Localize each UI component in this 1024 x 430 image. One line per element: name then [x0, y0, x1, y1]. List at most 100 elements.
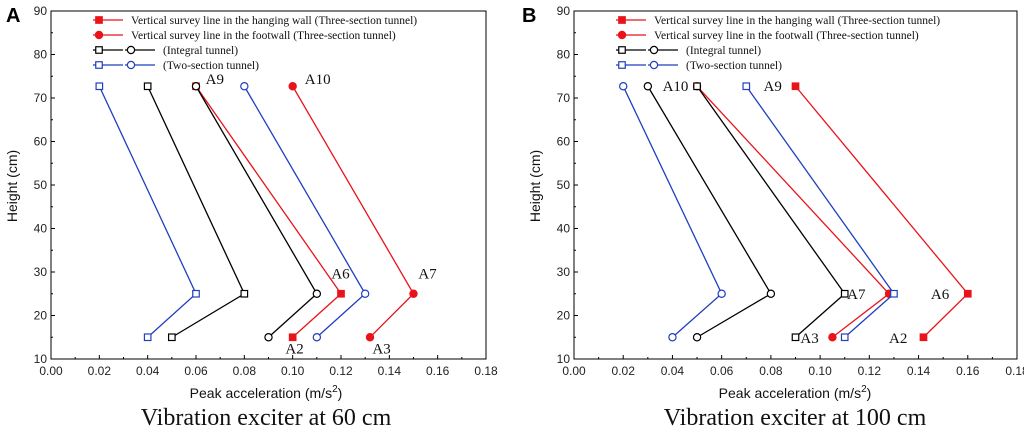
x-tick-label: 0.06: [184, 364, 208, 378]
legend-swatch-marker: [649, 60, 659, 70]
x-tick-label: 0.04: [136, 364, 160, 378]
x-tick-labels-b: 0.00 0.02 0.04 0.06 0.08 0.10 0.12 0.14 0.16 0.18: [562, 364, 1024, 378]
legend-swatch-marker: [95, 61, 103, 69]
data-point: [963, 289, 972, 298]
legend-swatch-marker: [618, 61, 626, 69]
data-point: [365, 333, 375, 342]
data-point: [919, 333, 928, 342]
data-point: [360, 289, 370, 298]
caption-b: Vibration exciter at 100 cm: [664, 405, 927, 430]
series-line: [243, 85, 366, 338]
x-axis-title-end-b: ): [867, 385, 872, 401]
data-point: [668, 333, 677, 342]
plot-area-a: A9 A10 A6 A7 A2 A3 Vertical survey line in the…: [50, 10, 487, 360]
x-tick-label: 0.14: [907, 364, 931, 378]
data-point: [192, 289, 200, 298]
legend-entry-text: (Two-section tunnel): [163, 60, 259, 72]
plot-frame-b: [573, 10, 1018, 360]
x-tick-label: 0.16: [956, 364, 980, 378]
series-5: [742, 82, 898, 342]
series-5: [95, 82, 200, 342]
x-tick-label: 0.16: [426, 364, 450, 378]
data-point: [643, 82, 653, 91]
x-axis-title-main-b: Peak acceleration (m/s: [719, 385, 861, 401]
point-label-a3: A3: [800, 331, 818, 347]
series-line: [696, 85, 846, 338]
point-label-a9: A9: [206, 72, 224, 88]
data-point: [312, 289, 322, 298]
y-tick-labels-b: 10 20 30 40 50 60 70 80 90: [557, 4, 571, 366]
point-label-a6: A6: [331, 267, 350, 283]
data-point: [791, 333, 800, 342]
point-label-a3: A3: [372, 341, 390, 357]
x-tick-label: 0.02: [88, 364, 112, 378]
x-axis-title-sup-a: 2: [332, 384, 338, 395]
legend-entry-text: Vertical survey line in the footwall (Th…: [654, 30, 919, 42]
series-3: [143, 82, 249, 342]
legend-swatch-marker: [95, 46, 103, 54]
y-tick-label: 20: [34, 309, 48, 323]
data-point: [693, 82, 701, 91]
point-label-a7: A7: [847, 287, 866, 303]
data-point: [240, 289, 249, 298]
series-2: [288, 82, 418, 342]
data-point: [840, 333, 849, 342]
legend-swatch-marker: [618, 46, 626, 54]
x-tick-label: 0.18: [474, 364, 498, 378]
y-tick-label: 50: [34, 178, 48, 192]
x-axis-title-end-a: ): [338, 385, 343, 401]
point-label-a10: A10: [663, 79, 689, 95]
series-3: [693, 82, 849, 342]
data-point: [791, 82, 800, 91]
legend-swatch-marker: [126, 45, 136, 55]
legend-swatch-marker: [94, 30, 104, 40]
legend-swatch-marker: [617, 30, 627, 40]
data-point: [240, 82, 249, 91]
series-line: [647, 85, 772, 338]
legend-entry-text: (Two-section tunnel): [686, 60, 782, 72]
point-label-a2: A2: [889, 331, 907, 347]
x-tick-label: 0.00: [39, 364, 63, 378]
y-tick-label: 90: [34, 4, 48, 18]
x-axis-title-b: Peak acceleration (m/s2): [719, 384, 872, 401]
legend-entry-text: (Integral tunnel): [163, 45, 238, 57]
data-point: [619, 82, 628, 91]
series-6: [240, 82, 370, 342]
data-point: [840, 289, 849, 298]
y-tick-label: 10: [34, 352, 48, 366]
point-label-a10: A10: [305, 72, 331, 88]
data-point: [337, 289, 345, 298]
x-tick-label: 0.10: [281, 364, 305, 378]
x-tick-labels-a: 0.00 0.02 0.04 0.06 0.08 0.10 0.12 0.14 0.16 0.18: [39, 364, 498, 378]
legend-entry-text: (Integral tunnel): [686, 45, 761, 57]
y-axis-title-b: Height (cm): [527, 150, 543, 222]
series-4: [643, 82, 776, 342]
y-tick-label: 90: [557, 4, 571, 18]
y-tick-label: 20: [557, 309, 571, 323]
legend-swatch-marker: [618, 16, 626, 24]
legend-swatch-marker: [126, 60, 136, 70]
caption-a: Vibration exciter at 60 cm: [141, 405, 392, 430]
x-tick-label: 0.00: [562, 364, 586, 378]
x-tick-label: 0.12: [329, 364, 353, 378]
x-tick-label: 0.06: [710, 364, 734, 378]
y-tick-label: 70: [34, 91, 48, 105]
data-point: [828, 333, 837, 342]
legend-swatch-marker: [649, 45, 659, 55]
data-point: [264, 333, 273, 342]
y-tick-label: 30: [557, 265, 571, 279]
y-tick-label: 70: [557, 91, 571, 105]
y-tick-label: 30: [34, 265, 48, 279]
legend-entry-text: Vertical survey line in the footwall (Th…: [131, 30, 396, 42]
data-point: [143, 82, 152, 91]
x-tick-label: 0.12: [858, 364, 882, 378]
x-tick-label: 0.10: [808, 364, 832, 378]
y-tick-label: 10: [557, 352, 571, 366]
panel-label-b: B: [522, 5, 536, 27]
series-1: [791, 82, 972, 342]
y-tick-label: 80: [557, 48, 571, 62]
x-tick-label: 0.18: [1005, 364, 1024, 378]
data-point: [167, 333, 176, 342]
